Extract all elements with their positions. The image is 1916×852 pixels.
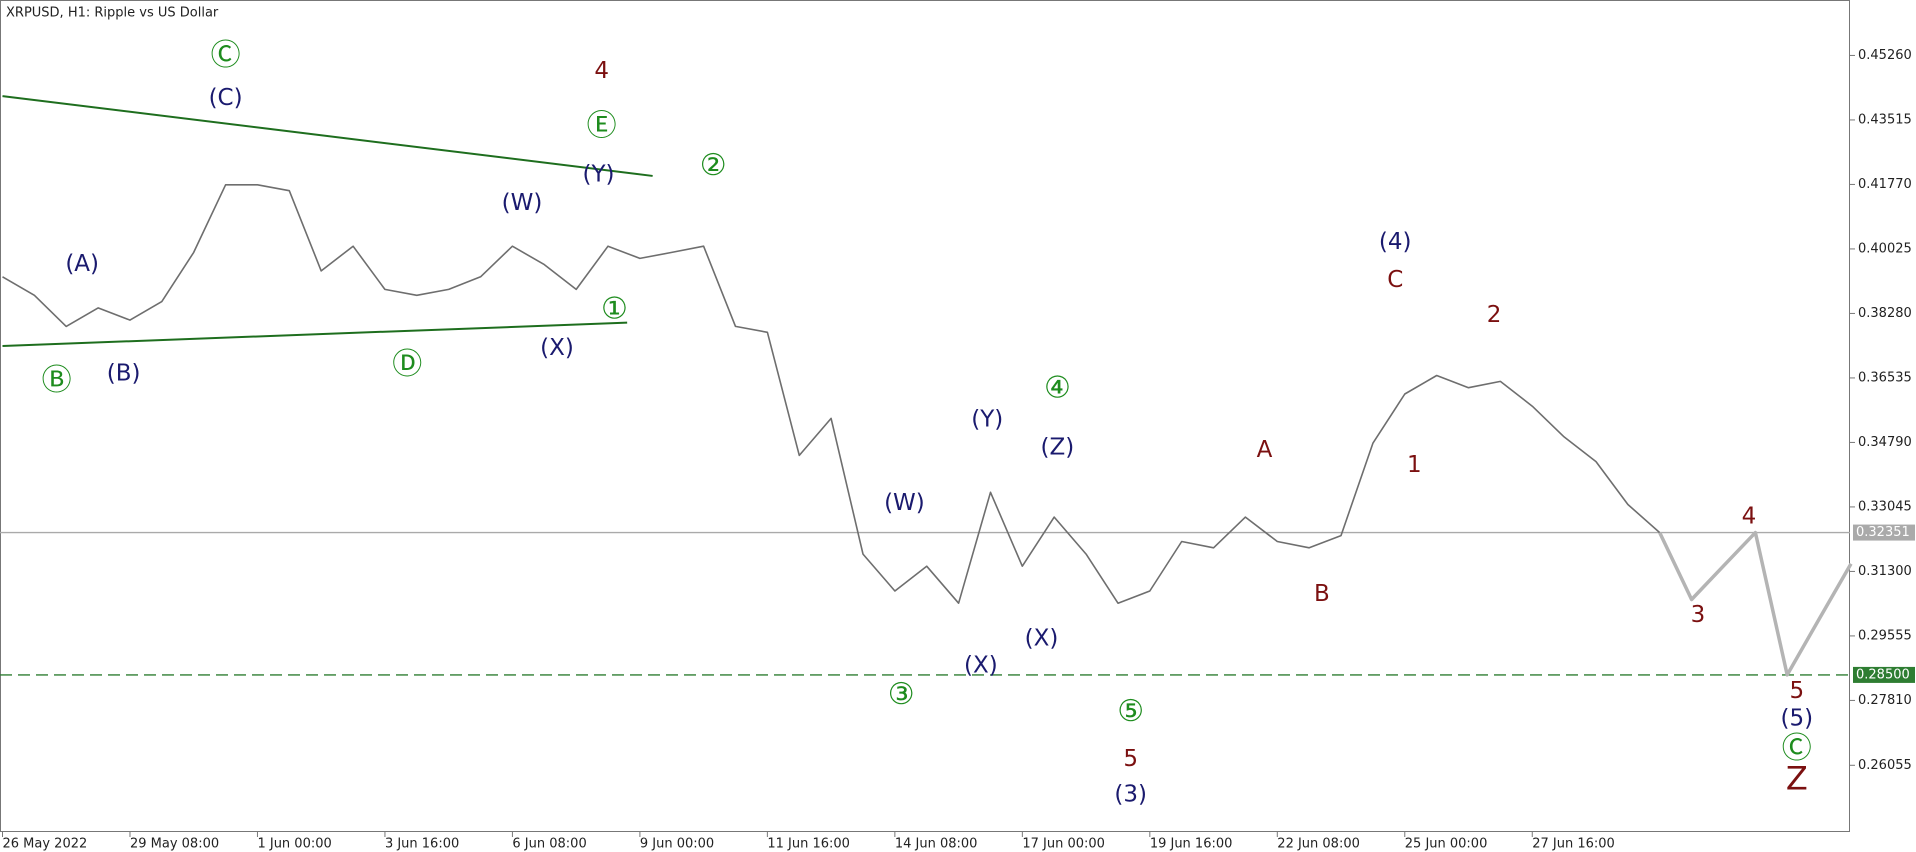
wave-label: (Y) (971, 406, 1003, 432)
wave-label: Z (1786, 759, 1808, 797)
wave-label: (4) (1379, 229, 1412, 255)
x-tick-label: 3 Jun 16:00 (385, 837, 459, 852)
y-tick-label: 0.43515 (1858, 112, 1912, 127)
wave-label: (W) (502, 190, 543, 216)
x-tick-label: 14 Jun 08:00 (895, 837, 978, 852)
x-tick-label: 17 Jun 00:00 (1022, 837, 1105, 852)
wave-label: (X) (964, 653, 998, 679)
wave-label: ⑤ (1117, 694, 1144, 729)
wave-label: (W) (884, 490, 925, 516)
wave-label: Ⓒ (211, 38, 241, 73)
price-line (1658, 530, 1853, 677)
y-tick-label: 0.38280 (1858, 306, 1912, 321)
x-tick-label: 25 Jun 00:00 (1405, 837, 1488, 852)
trendline (2, 321, 628, 347)
wave-label: Ⓑ (42, 363, 72, 398)
wave-label: 1 (1407, 452, 1422, 478)
wave-label: B (1314, 581, 1330, 607)
x-tick-label: 1 Jun 00:00 (257, 837, 331, 852)
wave-label: 2 (1487, 302, 1502, 328)
wave-label: Ⓓ (392, 347, 422, 382)
y-tick-label: 0.31300 (1858, 564, 1912, 579)
x-tick-label: 11 Jun 16:00 (767, 837, 850, 852)
x-tick-label: 19 Jun 16:00 (1150, 837, 1233, 852)
wave-label: 5 (1123, 746, 1138, 772)
wave-label: Ⓔ (587, 108, 617, 143)
wave-label: 3 (1691, 602, 1706, 628)
y-tick-label: 0.34790 (1858, 435, 1912, 450)
y-tick-label: 0.45260 (1858, 48, 1912, 63)
trendline (2, 95, 653, 177)
y-tick-label: 0.27810 (1858, 693, 1912, 708)
price-line (2, 184, 1661, 604)
y-tick-label: 0.36535 (1858, 370, 1912, 385)
wave-label: (5) (1780, 705, 1813, 731)
chart-title: XRPUSD, H1: Ripple vs US Dollar (6, 6, 219, 21)
wave-label: (X) (540, 335, 574, 361)
wave-label: 4 (594, 58, 609, 84)
wave-label: (X) (1025, 626, 1059, 652)
price-level-label: 0.32351 (1856, 525, 1910, 540)
wave-label: C (1387, 267, 1403, 293)
wave-label: (C) (209, 85, 243, 111)
y-tick-label: 0.29555 (1858, 628, 1912, 643)
x-tick-label: 27 Jun 16:00 (1532, 837, 1615, 852)
wave-label: ① (601, 292, 628, 327)
y-tick-label: 0.26055 (1858, 758, 1912, 773)
wave-label: (3) (1114, 782, 1147, 808)
x-tick-label: 9 Jun 00:00 (640, 837, 714, 852)
x-tick-label: 6 Jun 08:00 (512, 837, 586, 852)
y-tick-label: 0.33045 (1858, 499, 1912, 514)
wave-label: (Y) (582, 161, 614, 187)
wave-label: Ⓒ (1782, 731, 1812, 766)
wave-label: (Z) (1041, 434, 1075, 460)
wave-label: 4 (1742, 504, 1757, 530)
wave-label: (A) (65, 251, 99, 277)
wave-label: ④ (1044, 370, 1071, 405)
wave-label: 5 (1789, 678, 1804, 704)
x-tick-label: 22 Jun 08:00 (1277, 837, 1360, 852)
wave-label: (B) (107, 361, 141, 387)
wave-label: ② (700, 148, 727, 183)
y-tick-label: 0.41770 (1858, 177, 1912, 192)
y-tick-label: 0.40025 (1858, 241, 1912, 256)
x-tick-label: 26 May 2022 (3, 837, 88, 852)
price-level-label: 0.28500 (1856, 667, 1910, 682)
wave-label: ③ (888, 677, 915, 712)
plot-frame (0, 0, 1850, 832)
wave-label: A (1257, 437, 1273, 463)
price-level-box (1853, 666, 1915, 683)
x-tick-label: 29 May 08:00 (130, 837, 219, 852)
price-level-box (1853, 524, 1915, 541)
